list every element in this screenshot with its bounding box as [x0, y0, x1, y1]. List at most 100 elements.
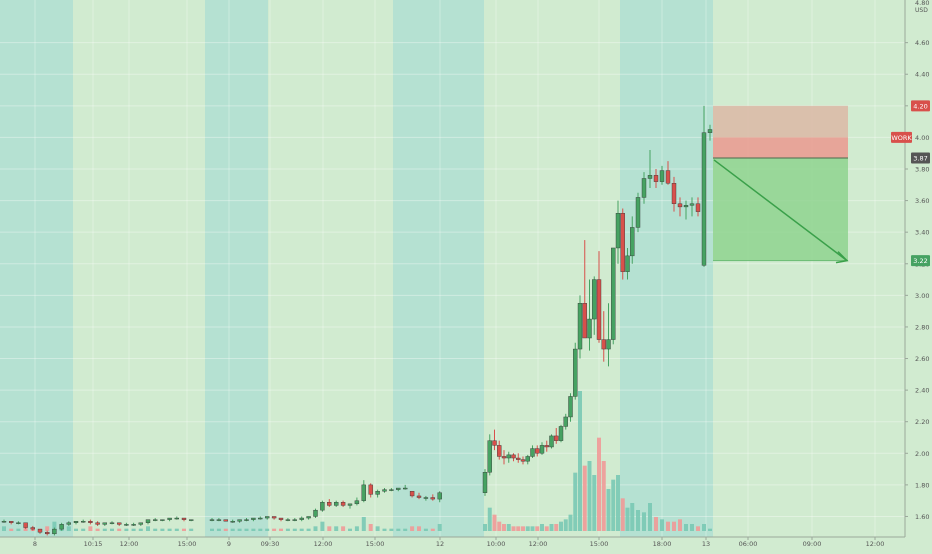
candle-27	[209, 518, 215, 522]
volume-bar-87	[606, 489, 611, 531]
candle-54	[396, 487, 401, 492]
candle-body	[683, 205, 689, 208]
candle-body	[152, 519, 158, 521]
candle-70	[525, 454, 530, 465]
volume-bar-99	[672, 521, 676, 531]
volume-bar-45	[334, 526, 339, 531]
candle-body	[251, 517, 256, 520]
volume-bar-49	[361, 517, 366, 531]
candle-body	[430, 497, 435, 500]
candle-body	[102, 522, 108, 525]
candle-body	[416, 495, 422, 498]
volume-bar-97	[660, 519, 664, 531]
volume-bar-38	[285, 528, 290, 531]
candle-body	[73, 521, 79, 523]
target-arrow	[713, 159, 849, 264]
candle-95	[647, 150, 653, 188]
candle-81	[577, 295, 583, 359]
volume-bar-63	[492, 514, 497, 531]
candle-body	[525, 456, 530, 462]
candle-59	[430, 494, 435, 501]
candle-body	[278, 517, 284, 520]
candle-46	[340, 500, 346, 507]
candle-5	[37, 528, 43, 534]
price-tick-label-13: 2.00	[915, 450, 929, 458]
candle-body	[258, 517, 263, 520]
candle-body	[230, 521, 235, 523]
arrow-shaft	[713, 159, 848, 262]
candle-body	[611, 247, 616, 340]
candle-12	[88, 519, 93, 525]
price-axis[interactable]: 4.80USD4.604.404.204.003.803.603.403.203…	[904, 0, 929, 537]
candle-16	[116, 522, 122, 526]
volume-bar-80	[573, 472, 578, 531]
time-tick-label-16: 12:00	[866, 540, 885, 548]
candle-57	[416, 492, 422, 500]
candle-body	[558, 426, 564, 441]
volume-bar-46	[341, 526, 346, 531]
session-band-1	[205, 0, 268, 537]
candle-body	[368, 484, 373, 495]
target-price-badge-bg	[911, 255, 930, 267]
price-tick-label-10: 2.60	[915, 355, 929, 363]
candle-85	[596, 251, 602, 343]
candle-88	[611, 247, 616, 345]
price-tick-label-11: 2.40	[915, 387, 929, 395]
candle-body	[59, 524, 64, 530]
price-tick-label-9: 2.80	[915, 323, 929, 331]
volume-bar-18	[131, 528, 136, 531]
candle-body	[340, 502, 346, 506]
volume-bar-61	[483, 524, 487, 531]
candle-61	[482, 469, 488, 496]
candle-69	[520, 456, 526, 465]
candle-body	[492, 440, 497, 446]
candle-34	[258, 516, 263, 520]
volume-bars	[2, 391, 712, 531]
volume-bar-93	[636, 510, 640, 531]
candle-10	[73, 521, 79, 525]
volume-bar-1	[9, 528, 14, 531]
candle-93	[635, 192, 641, 233]
ticker-badge-text: WORK	[891, 134, 912, 142]
price-tick-label-8: 3.00	[915, 292, 929, 300]
volume-bar-71	[530, 526, 535, 531]
candle-89	[615, 200, 621, 264]
candle-78	[563, 413, 568, 430]
candle-80	[573, 342, 578, 400]
volume-bar-33	[251, 528, 256, 531]
candle-74	[544, 440, 549, 452]
volume-bar-42	[313, 526, 318, 531]
candle-body	[354, 500, 360, 505]
current-price-badge: 3.87	[911, 152, 930, 164]
time-tick-label-0: 8	[33, 540, 37, 548]
volume-bar-34	[258, 528, 263, 531]
candle-body	[116, 522, 122, 525]
time-tick-label-4: 9	[227, 540, 231, 548]
candle-body	[88, 521, 93, 523]
candle-62	[487, 434, 492, 476]
candle-body	[707, 129, 713, 133]
candle-body	[292, 519, 297, 521]
price-tick-label-12: 2.20	[915, 418, 929, 426]
candle-body	[216, 519, 222, 521]
candle-body	[409, 490, 415, 497]
candle-53	[389, 488, 394, 492]
candle-body	[520, 459, 526, 462]
volume-bar-32	[244, 528, 249, 531]
candle-42	[313, 508, 318, 519]
volume-bar-15	[110, 528, 114, 531]
volume-bar-104	[702, 524, 706, 531]
candle-73	[539, 442, 545, 455]
time-axis[interactable]: 8 10:15 12:00 15:00 9 09:30 12:00 15:00 12 10:00 1…	[0, 536, 905, 548]
candle-105	[707, 124, 713, 141]
volume-bar-74	[544, 526, 549, 531]
candle-body	[615, 213, 621, 249]
candle-4	[30, 525, 35, 531]
volume-bar-12	[88, 526, 93, 531]
candle-body	[506, 454, 511, 459]
candle-1	[8, 521, 14, 525]
candle-102	[689, 197, 695, 217]
candle-33	[251, 517, 256, 522]
